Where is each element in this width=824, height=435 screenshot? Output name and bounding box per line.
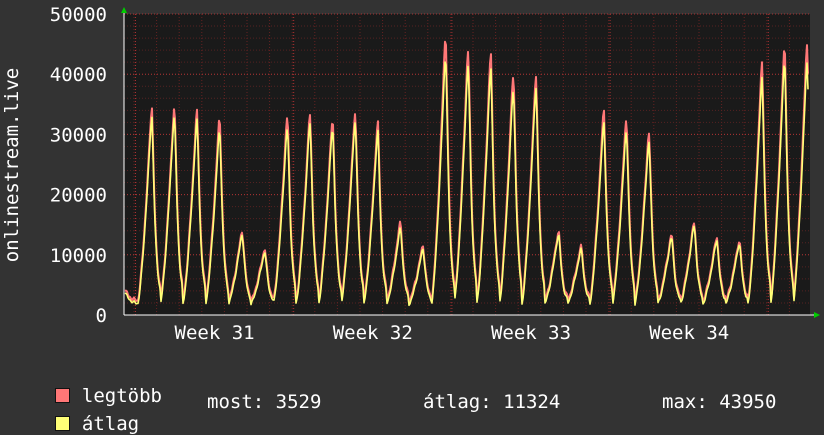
legend-avg-swatch [54, 416, 70, 431]
legend-max-label: legtöbb [81, 385, 162, 407]
y-tick-label: 0 [96, 305, 107, 327]
stat-now: most: 3529 [207, 391, 322, 413]
x-tick-label: Week 32 [333, 322, 413, 344]
legend-avg: átlag [32, 391, 139, 435]
y-tick-label: 40000 [50, 64, 107, 86]
legend-max-swatch [54, 388, 70, 403]
legend-avg-label: átlag [81, 413, 140, 435]
x-tick-label: Week 34 [649, 322, 729, 344]
y-tick-label: 30000 [50, 124, 107, 146]
y-tick-label: 10000 [50, 245, 107, 267]
legend-max: legtöbb [32, 363, 162, 407]
y-axis-arrow [121, 7, 127, 13]
y-tick-label: 20000 [50, 185, 107, 207]
stat-average: átlag: 11324 [423, 391, 561, 413]
y-tick-label: 50000 [50, 4, 107, 26]
stat-max: max: 43950 [662, 391, 777, 413]
series-atlag-line [124, 61, 809, 307]
x-axis-arrow [814, 312, 820, 318]
axes: 0 10000 20000 30000 40000 50000 Week 31 Week 32… [50, 4, 820, 344]
x-tick-label: Week 31 [175, 322, 255, 344]
series-lines [124, 40, 809, 307]
x-tick-label: Week 33 [491, 322, 571, 344]
y-axis-label: onlinestream.live [1, 68, 23, 262]
grid [124, 13, 810, 315]
